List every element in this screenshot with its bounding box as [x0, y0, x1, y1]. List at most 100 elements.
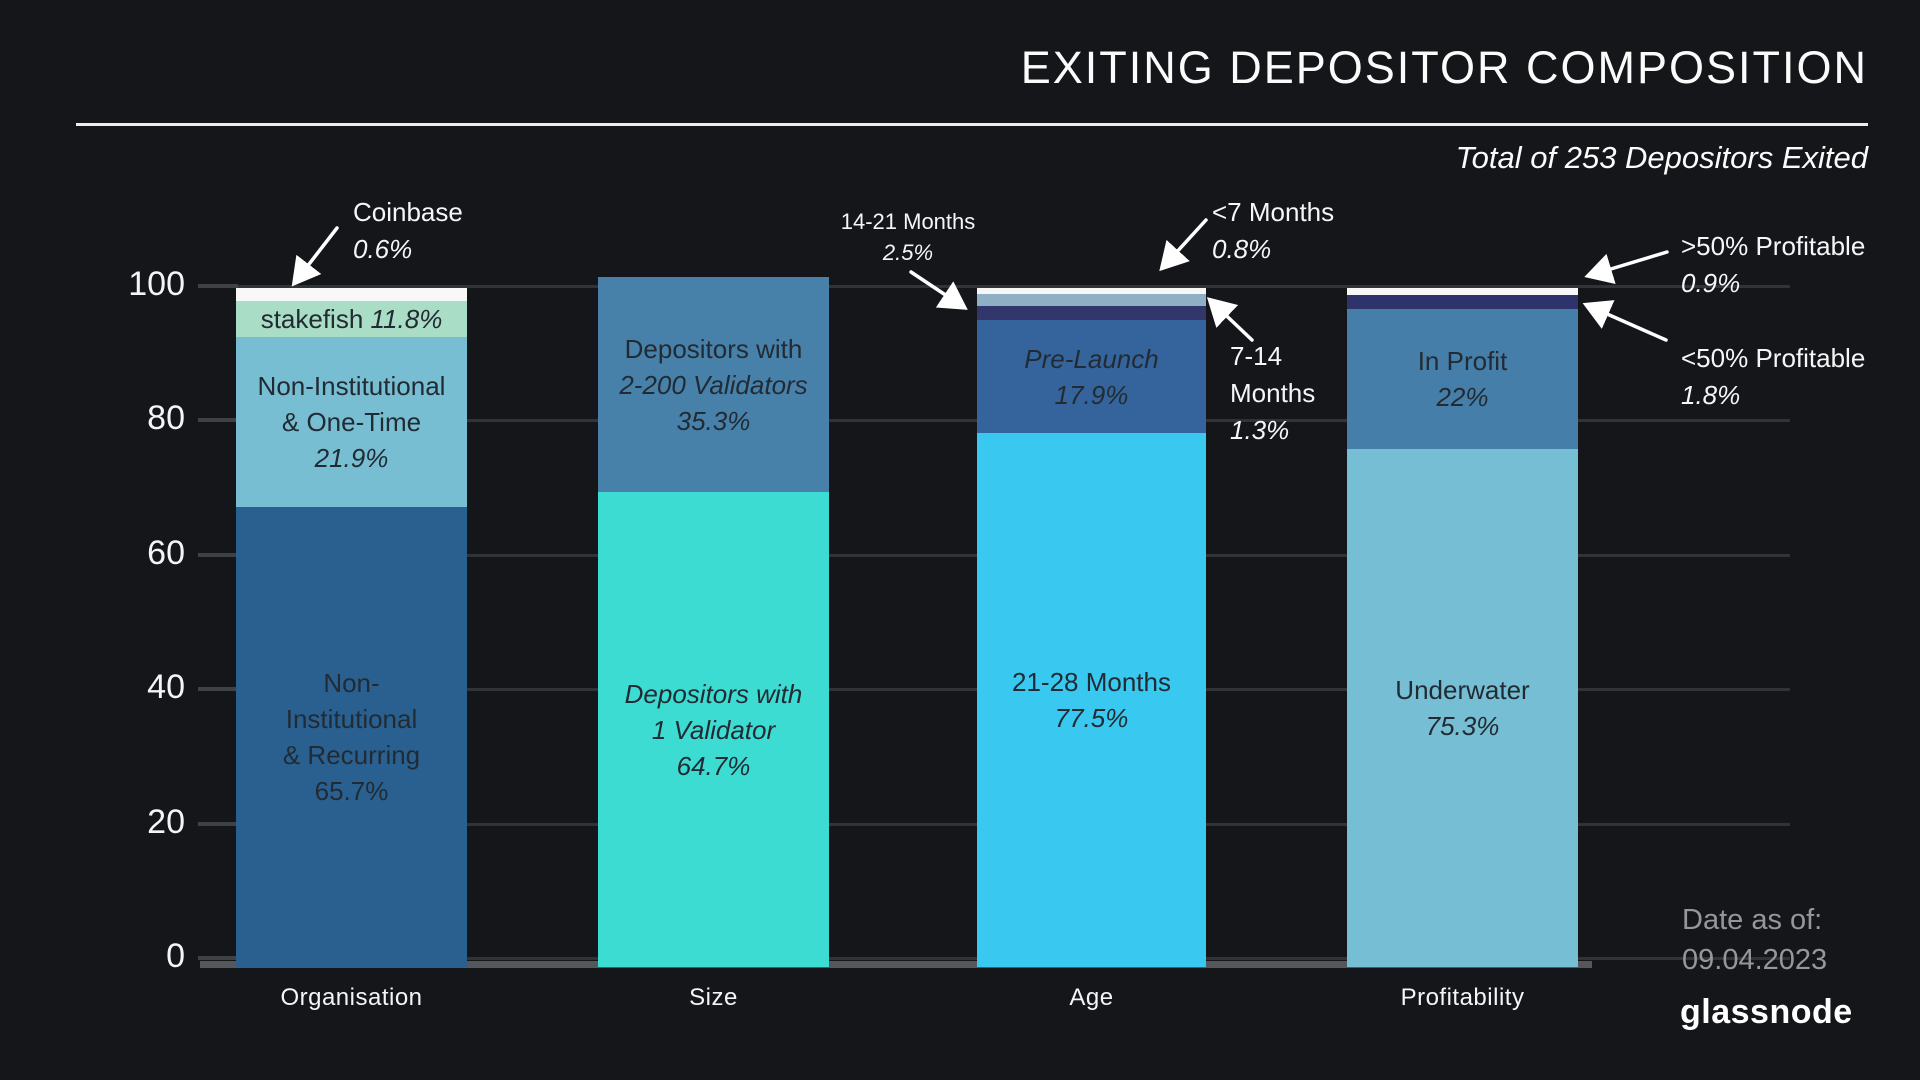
text-run: Institutional	[285, 704, 418, 734]
segment-label-line: stakefish 11.8%	[261, 301, 443, 337]
text-run: 35.3%	[676, 405, 751, 436]
y-tick-label: 100	[128, 265, 185, 303]
bar-segment: Non-Institutional & One-Time 21.9%	[236, 337, 467, 507]
annotation-line: 0.6%	[353, 231, 463, 268]
bar-segment: Pre-Launch 17.9%	[977, 320, 1206, 433]
segment-label: Pre-Launch 17.9%	[1024, 341, 1158, 413]
x-axis-label: Organisation	[280, 984, 423, 1011]
text-run: 77.5%	[1054, 703, 1129, 733]
text-run: 14-21 Months	[840, 209, 976, 234]
y-tick-mark	[198, 552, 238, 557]
segment-label-line: 65.7%	[283, 773, 420, 809]
x-axis-label: Profitability	[1400, 984, 1525, 1011]
annotation-arrow-months-lt7	[1159, 218, 1208, 272]
chart-subtitle: Total of 253 Depositors Exited	[1455, 140, 1868, 175]
segment-label-line: 1 Validator	[625, 712, 803, 748]
text-run: Non-Institutional	[257, 371, 446, 401]
annotation-line: Months	[1230, 375, 1315, 412]
segment-label-line: 22%	[1418, 379, 1508, 415]
y-tick-label: 0	[166, 937, 185, 975]
text-run: 22%	[1436, 382, 1489, 412]
segment-label-line: Underwater	[1395, 672, 1529, 708]
annotation-line: 14-21 Months	[828, 206, 988, 237]
text-run: In Profit	[1417, 346, 1508, 376]
bar: Depositors with 2-200 Validators 35.3% Depo…	[598, 277, 829, 967]
text-run: 64.7%	[676, 750, 751, 781]
text-run: 75.3%	[1425, 711, 1500, 741]
bar: In Profit 22% Underwater 75.3%	[1347, 288, 1578, 967]
segment-label: Non-Institutional & One-Time 21.9%	[258, 368, 446, 476]
annotation-line: Coinbase	[353, 194, 463, 231]
text-run: stakefish	[260, 304, 371, 334]
y-tick-mark	[198, 687, 238, 692]
annotation-months-14-21: 14-21 Months 2.5%	[828, 206, 988, 268]
chart-title: EXITING DEPOSITOR COMPOSITION	[1020, 42, 1868, 93]
text-run: 0.9%	[1681, 268, 1741, 298]
annotation-arrow-months-7-14	[1206, 297, 1254, 342]
segment-label-line: Institutional	[283, 701, 420, 737]
bar-segment: stakefish 11.8%	[236, 301, 467, 337]
bar-segment	[977, 306, 1206, 320]
segment-label-line: 21-28 Months	[1012, 664, 1171, 700]
text-run: <7 Months	[1212, 197, 1335, 227]
segment-label-line: 2-200 Validators	[619, 367, 807, 403]
y-tick-label: 60	[147, 533, 185, 572]
glassnode-logo: glassnode	[1680, 993, 1853, 1031]
annotation-line: 2.5%	[828, 237, 988, 268]
date-value: 09.04.2023	[1682, 944, 1828, 976]
annotation-arrow-months-14-21	[909, 270, 968, 310]
text-run: 1.8%	[1681, 380, 1741, 410]
bar-segment: In Profit 22%	[1347, 309, 1578, 449]
segment-label: Non- Institutional & Recurring 65.7%	[283, 665, 420, 809]
text-run: 2.5%	[882, 240, 934, 265]
annotation-line: 0.8%	[1212, 231, 1334, 268]
bar-segment	[1347, 288, 1578, 295]
annotation-months-lt7: <7 Months 0.8%	[1212, 194, 1334, 268]
text-run: 1.3%	[1230, 415, 1290, 445]
annotation-months-7-14: 7-14 Months 1.3%	[1230, 338, 1315, 449]
bar-segment: Depositors with 2-200 Validators 35.3%	[598, 277, 829, 492]
text-run: & Recurring	[282, 740, 421, 770]
segment-label-line: 17.9%	[1024, 377, 1158, 413]
annotation-profit-lt50: <50% Profitable 1.8%	[1681, 340, 1865, 414]
segment-label-line: Non-Institutional	[258, 368, 446, 404]
segment-label-line: 21.9%	[258, 440, 446, 476]
annotation-line: >50% Profitable	[1681, 228, 1865, 265]
y-tick-mark	[198, 821, 238, 826]
annotation-arrow-coinbase	[291, 226, 339, 287]
y-tick-label: 80	[147, 399, 185, 438]
text-run: 2-200 Validators	[619, 369, 808, 400]
segment-label: Depositors with 2-200 Validators 35.3%	[619, 331, 807, 439]
text-run: 21-28 Months	[1012, 667, 1171, 697]
segment-label-line: 35.3%	[619, 403, 807, 439]
segment-label-line: Pre-Launch	[1024, 341, 1158, 377]
text-run: 1 Validator	[651, 714, 776, 745]
bar-segment	[1347, 295, 1578, 309]
y-tick-label: 20	[147, 802, 185, 841]
text-run: 11.8%	[370, 304, 443, 334]
bar-segment: Underwater 75.3%	[1347, 449, 1578, 967]
text-run: Coinbase	[353, 197, 463, 227]
annotation-profit-gt50: >50% Profitable 0.9%	[1681, 228, 1865, 302]
segment-label-line: & One-Time	[258, 404, 446, 440]
text-run: Depositors with	[624, 678, 803, 709]
text-run: 17.9%	[1054, 379, 1129, 410]
segment-label: Underwater 75.3%	[1395, 672, 1529, 744]
segment-label-line: & Recurring	[283, 737, 420, 773]
text-run: & One-Time	[281, 407, 422, 437]
text-run: Months	[1230, 378, 1316, 408]
annotation-line: 7-14	[1230, 338, 1315, 375]
y-tick-mark	[198, 284, 238, 288]
text-run: Depositors with	[624, 333, 803, 364]
segment-label: stakefish 11.8%	[261, 301, 443, 337]
text-run: >50% Profitable	[1681, 231, 1866, 261]
annotation-arrow-profit-lt50	[1582, 300, 1668, 342]
segment-label-line: Depositors with	[619, 331, 807, 367]
title-divider	[76, 123, 1868, 126]
annotation-coinbase: Coinbase 0.6%	[353, 194, 463, 268]
annotation-line: 1.3%	[1230, 412, 1315, 449]
segment-label: 21-28 Months 77.5%	[1012, 664, 1171, 736]
segment-label-line: In Profit	[1418, 343, 1508, 379]
x-axis-baseline	[200, 961, 1592, 968]
